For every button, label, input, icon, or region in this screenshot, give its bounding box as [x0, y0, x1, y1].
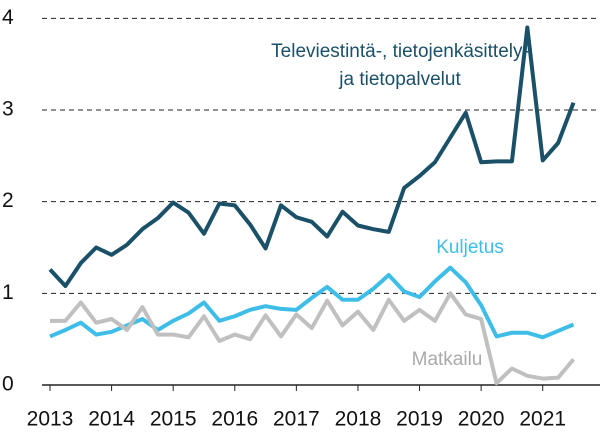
- x-tick-label: 2020: [458, 408, 505, 431]
- y-tick-label: 2: [2, 189, 14, 212]
- y-tick-label: 1: [2, 281, 14, 304]
- series-label: Matkailu: [412, 349, 483, 370]
- x-tick-label: 2017: [273, 408, 320, 431]
- y-tick-label: 0: [2, 373, 14, 396]
- series-line: [48, 25, 576, 288]
- x-tick-label: 2014: [88, 408, 135, 431]
- series-line: [50, 291, 576, 386]
- series-label: ja tietopalvelut: [338, 69, 461, 90]
- series-line: [49, 265, 575, 340]
- series-label: Kuljetus: [436, 237, 504, 258]
- x-tick-label: 2021: [519, 408, 566, 431]
- y-tick-label: 3: [2, 98, 14, 121]
- x-tick-label: 2016: [211, 408, 258, 431]
- x-tick-label: 2019: [396, 408, 443, 431]
- x-tick-label: 2018: [335, 408, 382, 431]
- series-label: Televiestintä-, tietojenkäsittely-: [271, 41, 529, 62]
- x-tick-label: 2013: [27, 408, 74, 431]
- y-tick-label: 4: [2, 6, 14, 29]
- x-tick-label: 2015: [150, 408, 197, 431]
